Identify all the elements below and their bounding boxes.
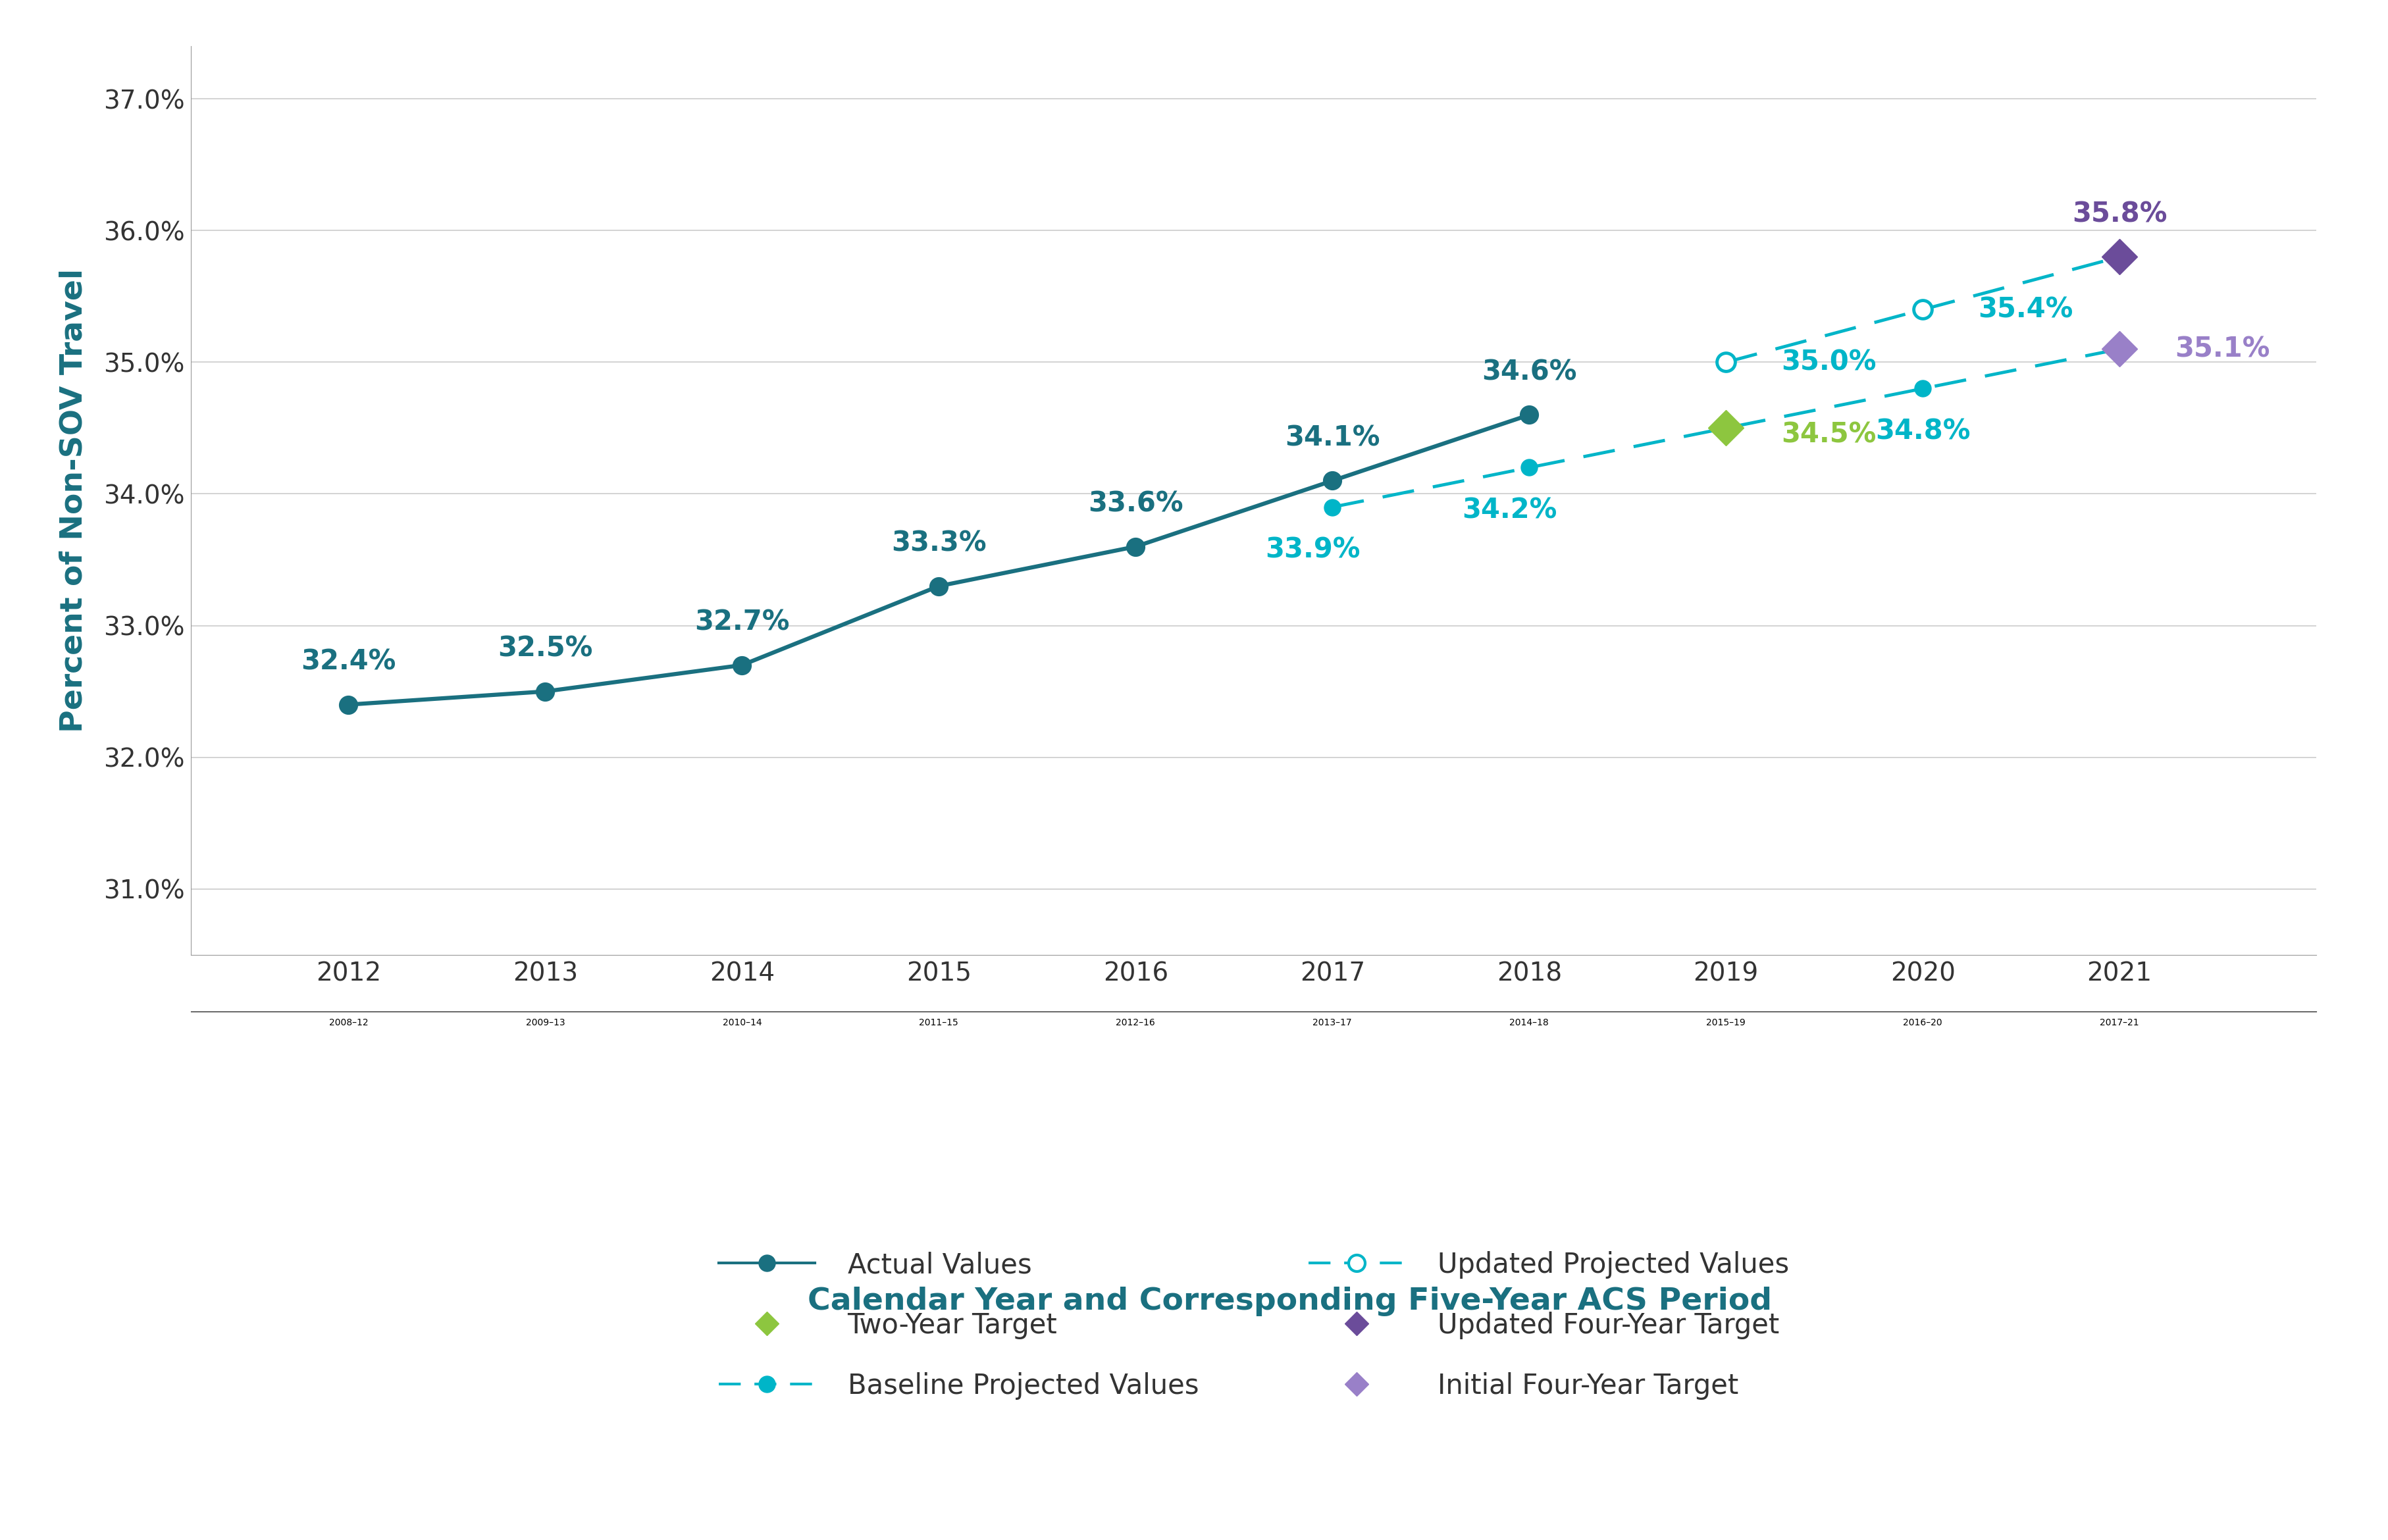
Text: 35.0%: 35.0% <box>1781 348 1877 376</box>
Text: 34.5%: 34.5% <box>1781 420 1877 448</box>
Text: 34.1%: 34.1% <box>1285 424 1380 451</box>
Y-axis label: Percent of Non-SOV Travel: Percent of Non-SOV Travel <box>60 268 88 733</box>
Text: 34.6%: 34.6% <box>1481 359 1576 387</box>
Text: 35.1%: 35.1% <box>2175 336 2269 363</box>
Text: 35.4%: 35.4% <box>1977 296 2073 323</box>
Text: 32.7%: 32.7% <box>695 608 790 636</box>
Legend: Actual Values, Two-Year Target, Baseline Projected Values, Updated Projected Val: Actual Values, Two-Year Target, Baseline… <box>704 1238 1803 1414</box>
Text: 33.3%: 33.3% <box>891 530 986 557</box>
Text: 32.4%: 32.4% <box>301 648 396 676</box>
Text: 34.2%: 34.2% <box>1461 496 1557 524</box>
Text: 32.5%: 32.5% <box>497 634 592 662</box>
Text: 35.8%: 35.8% <box>2073 200 2168 228</box>
Text: Calendar Year and Corresponding Five-Year ACS Period: Calendar Year and Corresponding Five-Yea… <box>807 1286 1772 1317</box>
Text: 33.9%: 33.9% <box>1266 536 1361 564</box>
Text: 33.6%: 33.6% <box>1089 490 1182 517</box>
Text: 34.8%: 34.8% <box>1875 417 1970 445</box>
